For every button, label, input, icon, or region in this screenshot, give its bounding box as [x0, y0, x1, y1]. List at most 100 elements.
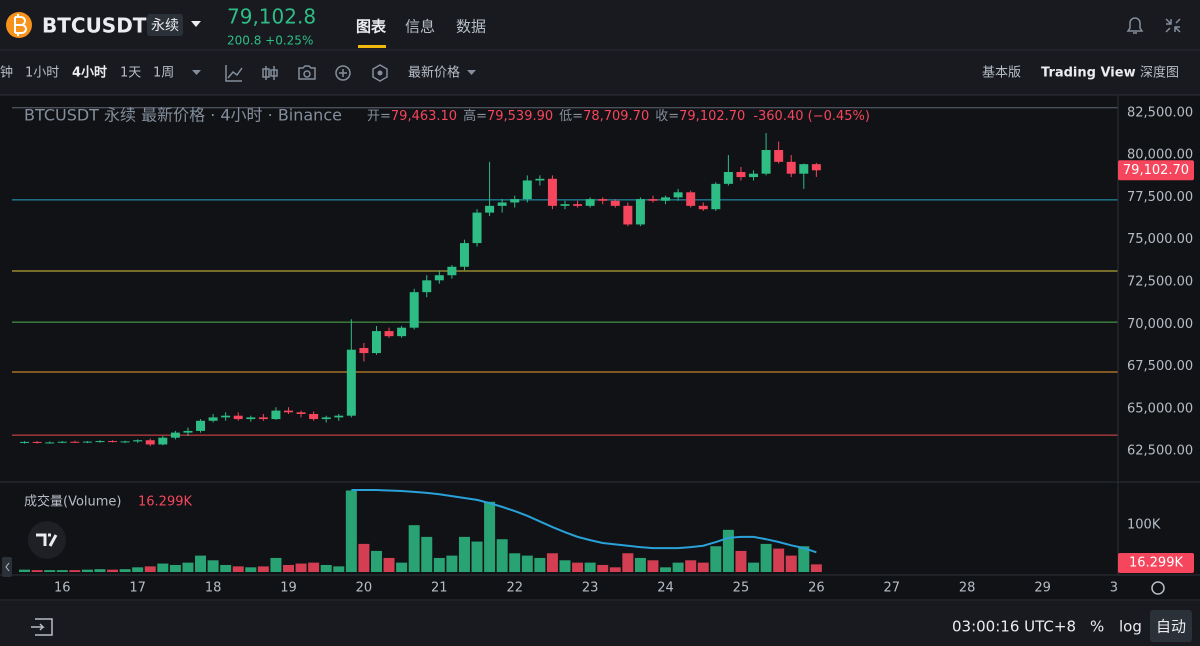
candle-body [133, 440, 143, 442]
add-cross [339, 69, 347, 77]
candle-body [296, 412, 306, 414]
candle-body [811, 164, 821, 171]
volume-bar [810, 564, 822, 572]
legend-key: 收= [655, 109, 679, 124]
last-price-box [1118, 160, 1194, 181]
volume-bar [421, 536, 433, 572]
candle-body [472, 212, 482, 244]
interval[interactable]: 1小时 [25, 66, 59, 81]
volume-bar [169, 564, 181, 572]
candle-body [522, 180, 532, 200]
volume-bar [660, 567, 672, 572]
candle-body [233, 415, 243, 420]
add-icon[interactable] [335, 65, 351, 81]
candle-body [70, 441, 80, 443]
price: 79,102.8 [227, 5, 316, 29]
legend-value: 78,709.70 [583, 109, 649, 124]
volume-bar [257, 566, 269, 572]
candle-body [749, 173, 759, 178]
candle-body [145, 440, 155, 445]
header-bar [0, 0, 1200, 50]
y-tick-label: 75,000.00 [1127, 232, 1193, 247]
volume-bar [748, 562, 760, 572]
candle-body [20, 441, 30, 443]
tab[interactable]: 图表 [356, 18, 387, 36]
tv-logo[interactable] [28, 521, 66, 559]
candle-icon[interactable] [262, 66, 278, 80]
candle-body [208, 417, 218, 421]
candle-body [510, 199, 520, 203]
x-tick-label: 28 [959, 581, 976, 596]
volume-bar [320, 564, 332, 572]
candle-body [573, 204, 583, 206]
axis-settings-icon[interactable] [1151, 581, 1165, 595]
volume-title: 成交量(Volume) [24, 494, 122, 510]
volume-bar [333, 566, 345, 572]
view[interactable]: 深度图 [1140, 65, 1179, 81]
collapse-icon[interactable] [1165, 18, 1181, 33]
candle-body [258, 417, 268, 420]
y-tick-label: 80,000.00 [1127, 148, 1193, 163]
volume-bar [182, 562, 194, 572]
scale-button[interactable]: log [1119, 618, 1142, 636]
candle-body [120, 441, 130, 443]
candle-body [82, 441, 92, 443]
camera-lens [303, 70, 311, 78]
toolbar [0, 51, 1200, 95]
interval[interactable]: 1周 [153, 66, 174, 81]
interval[interactable]: 钟 [0, 65, 13, 81]
volume-bar [572, 562, 584, 572]
x-tick-label: 30 [1110, 581, 1127, 596]
scale-button[interactable]: 自动 [1156, 618, 1186, 636]
volume-bar [534, 557, 546, 572]
candle-body [321, 417, 331, 420]
x-tick-label: 24 [657, 581, 674, 596]
tab[interactable]: 信息 [405, 18, 435, 36]
volume-bar [396, 562, 408, 572]
candle-body [397, 327, 407, 337]
view[interactable]: 基本版 [982, 66, 1021, 81]
coin-glyph [14, 14, 27, 36]
symbol[interactable]: BTCUSDT [42, 14, 147, 38]
price-type-dropdown[interactable] [467, 70, 476, 75]
volume-bar [484, 501, 496, 572]
camera-icon[interactable] [298, 65, 316, 80]
view[interactable]: Trading View [1041, 66, 1136, 81]
x-tick-label: 26 [808, 581, 825, 596]
volume-bar [295, 563, 307, 572]
indicator-icon[interactable] [225, 65, 243, 82]
candle-body [774, 150, 784, 162]
volume-bar [383, 557, 395, 572]
candle-body [610, 200, 620, 206]
interval[interactable]: 4小时 [72, 65, 107, 81]
candle-body [623, 205, 633, 225]
x-tick-label: 20 [356, 581, 373, 596]
scroll-toggle[interactable] [2, 557, 12, 577]
volume-bar [798, 546, 810, 572]
volume-bar [773, 548, 785, 572]
bell-icon[interactable] [1126, 17, 1144, 34]
symbol-dropdown[interactable] [191, 21, 201, 27]
legend-title: BTCUSDT 永续 最新价格 · 4小时 · Binance [24, 106, 342, 125]
x-tick-label: 16 [54, 581, 71, 596]
volume-bar [584, 562, 596, 572]
candle-body [108, 441, 118, 443]
candle-body [434, 275, 444, 281]
candle-body [221, 415, 231, 418]
candle-body [585, 199, 595, 206]
candle-body [334, 415, 344, 418]
interval-dropdown[interactable] [192, 70, 201, 75]
settings-icon[interactable] [372, 64, 388, 82]
tab[interactable]: 数据 [456, 18, 486, 36]
candle-body [284, 410, 293, 413]
candle-body [359, 348, 369, 354]
scale-button[interactable]: % [1090, 618, 1104, 636]
goto-icon[interactable] [31, 618, 53, 636]
volume-bar [370, 550, 382, 572]
price-type[interactable]: 最新价格 [408, 65, 460, 81]
legend-key: 开= [367, 109, 391, 124]
volume-last: 16.299K [138, 495, 192, 510]
interval[interactable]: 1天 [120, 66, 141, 81]
